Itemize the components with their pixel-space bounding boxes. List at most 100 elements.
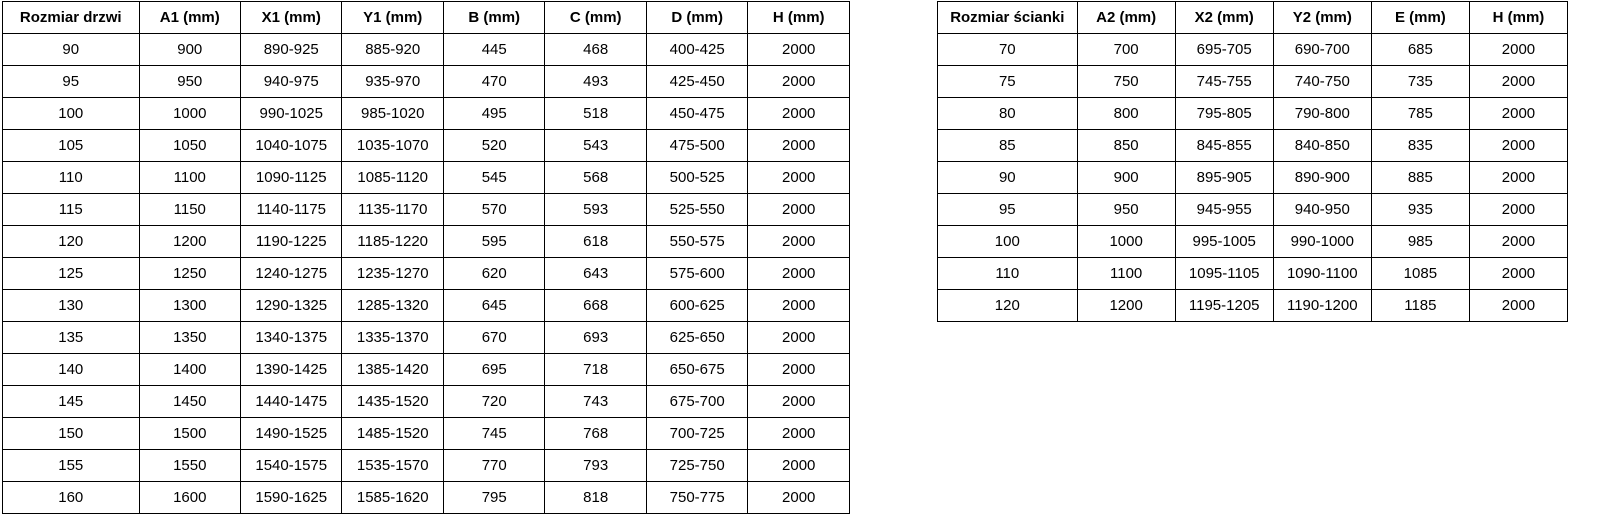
table-cell: 1340-1375 bbox=[239, 321, 343, 354]
table-cell: 2000 bbox=[1468, 129, 1569, 162]
table-cell: 495 bbox=[442, 97, 546, 130]
table-cell: 140 bbox=[2, 353, 140, 386]
table-cell: 2000 bbox=[747, 193, 850, 226]
table-cell: 2000 bbox=[747, 225, 850, 258]
table-cell: 900 bbox=[138, 33, 242, 66]
table-cell: 1090-1125 bbox=[239, 161, 343, 194]
table-cell: 940-950 bbox=[1272, 193, 1372, 226]
table-cell: 935-970 bbox=[341, 65, 444, 98]
table-cell: 1335-1370 bbox=[341, 321, 444, 354]
table-cell: 2000 bbox=[1468, 33, 1569, 66]
table-cell: 2000 bbox=[747, 385, 850, 418]
table-cell: 695-705 bbox=[1174, 33, 1274, 66]
column-header: H (mm) bbox=[747, 1, 850, 34]
table-row: 140 1400 1390-1425 1385-1420 695 718 650-675 20… bbox=[2, 353, 850, 386]
table-cell: 618 bbox=[544, 225, 647, 258]
table-cell: 1590-1625 bbox=[239, 481, 343, 514]
table-cell: 115 bbox=[2, 193, 140, 226]
table-row: 70 700 695-705 690-700 685 2000 bbox=[937, 33, 1569, 66]
table-cell: 1100 bbox=[138, 161, 242, 194]
table-cell: 2000 bbox=[747, 481, 850, 514]
table-cell: 1435-1520 bbox=[341, 385, 444, 418]
table-cell: 2000 bbox=[747, 353, 850, 386]
table-cell: 570 bbox=[442, 193, 546, 226]
table-cell: 770 bbox=[442, 449, 546, 482]
table-cell: 625-650 bbox=[645, 321, 749, 354]
table-cell: 1190-1225 bbox=[239, 225, 343, 258]
table-row: 145 1450 1440-1475 1435-1520 720 743 675-700 20… bbox=[2, 385, 850, 418]
table-cell: 1085-1120 bbox=[341, 161, 444, 194]
table-cell: 750-775 bbox=[645, 481, 749, 514]
table-cell: 1535-1570 bbox=[341, 449, 444, 482]
table-cell: 1040-1075 bbox=[239, 129, 343, 162]
table-cell: 818 bbox=[544, 481, 647, 514]
table-cell: 1200 bbox=[138, 225, 242, 258]
table-cell: 90 bbox=[937, 161, 1078, 194]
table-cell: 670 bbox=[442, 321, 546, 354]
table-cell: 1485-1520 bbox=[341, 417, 444, 450]
table-cell: 145 bbox=[2, 385, 140, 418]
table-cell: 1240-1275 bbox=[239, 257, 343, 290]
table-cell: 1350 bbox=[138, 321, 242, 354]
header-row: Rozmiar drzwi A1 (mm) X1 (mm) Y1 (mm) B (mm)… bbox=[2, 1, 850, 34]
column-header: A2 (mm) bbox=[1076, 1, 1176, 34]
table-cell: 70 bbox=[937, 33, 1078, 66]
table-cell: 1000 bbox=[138, 97, 242, 130]
table-cell: 2000 bbox=[1468, 289, 1569, 322]
table-cell: 595 bbox=[442, 225, 546, 258]
table-cell: 2000 bbox=[747, 33, 850, 66]
table-cell: 400-425 bbox=[645, 33, 749, 66]
table-cell: 100 bbox=[937, 225, 1078, 258]
table-cell: 718 bbox=[544, 353, 647, 386]
table-cell: 130 bbox=[2, 289, 140, 322]
table-cell: 1250 bbox=[138, 257, 242, 290]
table-cell: 950 bbox=[1076, 193, 1176, 226]
table-cell: 600-625 bbox=[645, 289, 749, 322]
table-cell: 525-550 bbox=[645, 193, 749, 226]
table-cell: 1390-1425 bbox=[239, 353, 343, 386]
table-cell: 75 bbox=[937, 65, 1078, 98]
table-cell: 700-725 bbox=[645, 417, 749, 450]
table-cell: 935 bbox=[1370, 193, 1470, 226]
table-cell: 885-920 bbox=[341, 33, 444, 66]
table-cell: 900 bbox=[1076, 161, 1176, 194]
table-row: 75 750 745-755 740-750 735 2000 bbox=[937, 65, 1569, 98]
table-cell: 1090-1100 bbox=[1272, 257, 1372, 290]
table-row: 110 1100 1095-1105 1090-1100 1085 2000 bbox=[937, 257, 1569, 290]
table-row: 80 800 795-805 790-800 785 2000 bbox=[937, 97, 1569, 130]
table-cell: 735 bbox=[1370, 65, 1470, 98]
table-cell: 1035-1070 bbox=[341, 129, 444, 162]
table-cell: 593 bbox=[544, 193, 647, 226]
table-cell: 985-1020 bbox=[341, 97, 444, 130]
table-row: 100 1000 995-1005 990-1000 985 2000 bbox=[937, 225, 1569, 258]
table-cell: 750 bbox=[1076, 65, 1176, 98]
column-header: D (mm) bbox=[645, 1, 749, 34]
table-cell: 520 bbox=[442, 129, 546, 162]
table-cell: 475-500 bbox=[645, 129, 749, 162]
table-cell: 518 bbox=[544, 97, 647, 130]
table-cell: 80 bbox=[937, 97, 1078, 130]
column-header: Y2 (mm) bbox=[1272, 1, 1372, 34]
table-cell: 470 bbox=[442, 65, 546, 98]
table-cell: 945-955 bbox=[1174, 193, 1274, 226]
table-cell: 1095-1105 bbox=[1174, 257, 1274, 290]
table-cell: 135 bbox=[2, 321, 140, 354]
table-cell: 2000 bbox=[747, 129, 850, 162]
table-cell: 645 bbox=[442, 289, 546, 322]
column-header: H (mm) bbox=[1468, 1, 1569, 34]
table-cell: 500-525 bbox=[645, 161, 749, 194]
table-row: 85 850 845-855 840-850 835 2000 bbox=[937, 129, 1569, 162]
table-cell: 795-805 bbox=[1174, 97, 1274, 130]
table-cell: 155 bbox=[2, 449, 140, 482]
column-header: A1 (mm) bbox=[138, 1, 242, 34]
table-cell: 1285-1320 bbox=[341, 289, 444, 322]
table-cell: 468 bbox=[544, 33, 647, 66]
column-header: B (mm) bbox=[442, 1, 546, 34]
table-cell: 85 bbox=[937, 129, 1078, 162]
table-cell: 1600 bbox=[138, 481, 242, 514]
table-cell: 493 bbox=[544, 65, 647, 98]
header-row: Rozmiar ścianki A2 (mm) X2 (mm) Y2 (mm) E (m… bbox=[937, 1, 1569, 34]
table-cell: 1185 bbox=[1370, 289, 1470, 322]
table-row: 150 1500 1490-1525 1485-1520 745 768 700-725 20… bbox=[2, 417, 850, 450]
